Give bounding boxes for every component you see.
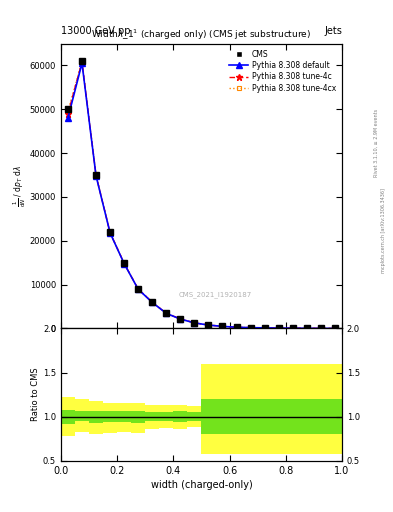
Text: mcplots.cern.ch [arXiv:1306.3436]: mcplots.cern.ch [arXiv:1306.3436] bbox=[381, 188, 386, 273]
Text: CMS_2021_I1920187: CMS_2021_I1920187 bbox=[179, 291, 252, 297]
Y-axis label: $\frac{1}{\mathrm{d}N}$ / $\mathrm{d}p_T$ $\mathrm{d}\lambda$: $\frac{1}{\mathrm{d}N}$ / $\mathrm{d}p_T… bbox=[12, 165, 28, 207]
Text: Jets: Jets bbox=[324, 26, 342, 36]
Title: Width$\lambda\_1^1$ (charged only) (CMS jet substructure): Width$\lambda\_1^1$ (charged only) (CMS … bbox=[91, 28, 312, 42]
Y-axis label: Ratio to CMS: Ratio to CMS bbox=[31, 368, 40, 421]
Legend: CMS, Pythia 8.308 default, Pythia 8.308 tune-4c, Pythia 8.308 tune-4cx: CMS, Pythia 8.308 default, Pythia 8.308 … bbox=[227, 47, 338, 95]
Text: 13000 GeV pp: 13000 GeV pp bbox=[61, 26, 130, 36]
X-axis label: width (charged-only): width (charged-only) bbox=[151, 480, 252, 490]
Text: Rivet 3.1.10, ≥ 2.9M events: Rivet 3.1.10, ≥ 2.9M events bbox=[374, 109, 378, 178]
